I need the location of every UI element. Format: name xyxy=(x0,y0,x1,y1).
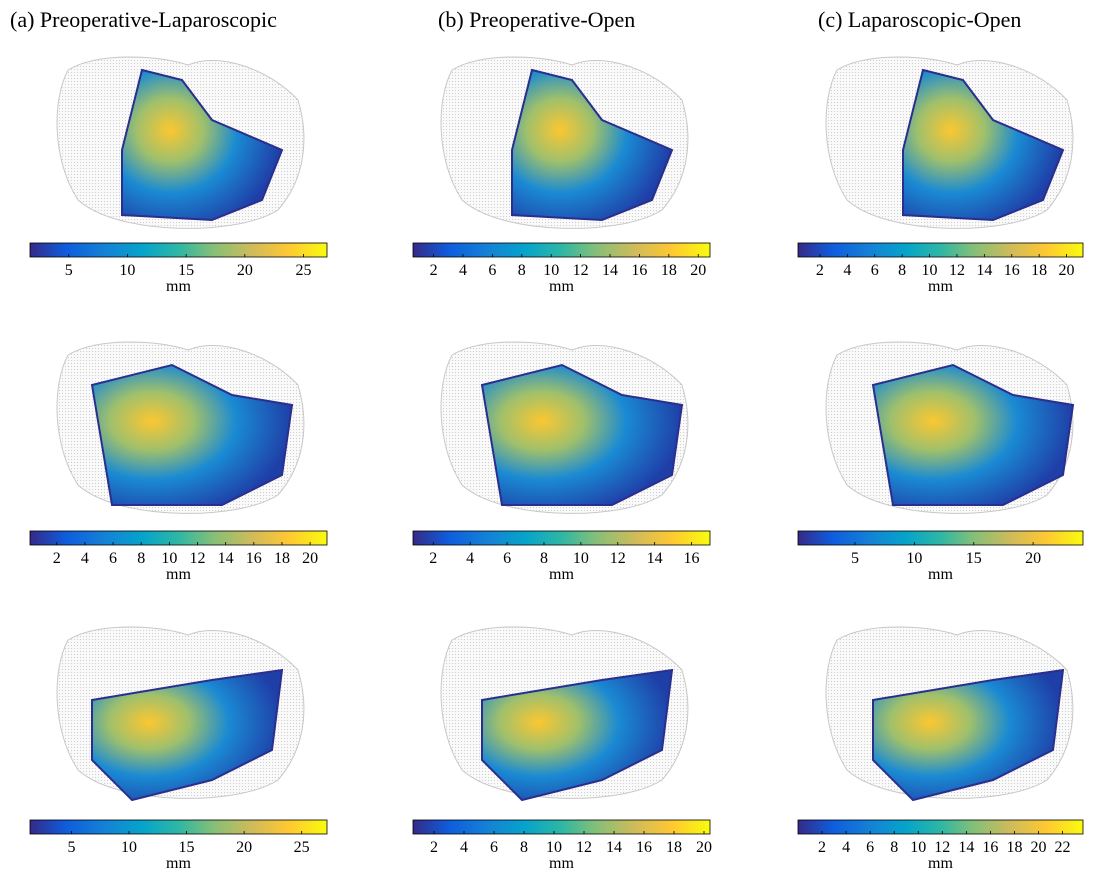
colorbar xyxy=(413,243,710,257)
tick-label: 12 xyxy=(190,550,206,567)
colorbar-label: mm xyxy=(928,855,953,872)
tick-label: 10 xyxy=(906,550,922,567)
tick-label: 12 xyxy=(934,839,950,856)
colorbar xyxy=(30,820,327,834)
tick-label: 6 xyxy=(488,262,496,279)
tick-label: 4 xyxy=(459,262,467,279)
tick-label: 16 xyxy=(246,550,262,567)
tick-label: 4 xyxy=(843,262,851,279)
tick-label: 15 xyxy=(179,839,195,856)
tick-label: 14 xyxy=(647,550,663,567)
tick-label: 14 xyxy=(218,550,234,567)
tick-label: 18 xyxy=(274,550,290,567)
tick-label: 16 xyxy=(982,839,998,856)
tick-label: 16 xyxy=(1004,262,1020,279)
tick-label: 20 xyxy=(1059,262,1075,279)
tick-label: 18 xyxy=(666,839,682,856)
tick-label: 20 xyxy=(696,839,712,856)
tick-label: 16 xyxy=(636,839,652,856)
tick-label: 6 xyxy=(866,839,874,856)
colorbar xyxy=(798,243,1083,257)
tick-label: 22 xyxy=(1055,839,1071,856)
tick-label: 2 xyxy=(816,262,824,279)
colorbar-label: mm xyxy=(549,855,574,872)
tick-label: 10 xyxy=(922,262,938,279)
column-title: (c) Laparoscopic-Open xyxy=(818,7,1021,32)
tick-label: 12 xyxy=(576,839,592,856)
tick-label: 10 xyxy=(161,550,177,567)
tick-label: 10 xyxy=(573,550,589,567)
tick-label: 14 xyxy=(602,262,618,279)
tick-label: 18 xyxy=(1031,262,1047,279)
tick-label: 4 xyxy=(466,550,474,567)
tick-label: 5 xyxy=(67,839,75,856)
colorbar-label: mm xyxy=(928,278,953,295)
tick-label: 8 xyxy=(540,550,548,567)
tick-label: 2 xyxy=(430,262,438,279)
figure: (a) Preoperative-Laparoscopic (b) Preope… xyxy=(0,0,1097,875)
colorbar-label: mm xyxy=(549,278,574,295)
tick-label: 14 xyxy=(958,839,974,856)
tick-label: 6 xyxy=(109,550,117,567)
tick-label: 12 xyxy=(949,262,965,279)
tick-label: 25 xyxy=(296,262,312,279)
tick-label: 2 xyxy=(429,550,437,567)
tick-label: 4 xyxy=(81,550,89,567)
tick-label: 20 xyxy=(1031,839,1047,856)
tick-label: 6 xyxy=(503,550,511,567)
column-title: (b) Preoperative-Open xyxy=(438,7,635,32)
colorbar xyxy=(413,820,710,834)
tick-label: 6 xyxy=(871,262,879,279)
tick-label: 5 xyxy=(851,550,859,567)
tick-label: 8 xyxy=(898,262,906,279)
colorbar-label: mm xyxy=(166,855,191,872)
tick-label: 10 xyxy=(546,839,562,856)
tick-label: 20 xyxy=(237,262,253,279)
column-title: (a) Preoperative-Laparoscopic xyxy=(10,7,277,32)
tick-label: 8 xyxy=(137,550,145,567)
tick-label: 12 xyxy=(573,262,589,279)
tick-label: 10 xyxy=(910,839,926,856)
tick-label: 20 xyxy=(236,839,252,856)
colorbar xyxy=(30,531,327,545)
colorbar-label: mm xyxy=(166,566,191,583)
colorbar xyxy=(413,531,710,545)
tick-label: 4 xyxy=(460,839,468,856)
tick-label: 8 xyxy=(520,839,528,856)
tick-label: 2 xyxy=(430,839,438,856)
tick-label: 12 xyxy=(610,550,626,567)
tick-label: 8 xyxy=(518,262,526,279)
tick-label: 10 xyxy=(543,262,559,279)
tick-label: 8 xyxy=(890,839,898,856)
colorbar xyxy=(30,243,327,257)
colorbar-label: mm xyxy=(166,278,191,295)
tick-label: 4 xyxy=(842,839,850,856)
tick-label: 2 xyxy=(818,839,826,856)
tick-label: 5 xyxy=(65,262,73,279)
colorbar xyxy=(798,820,1083,834)
tick-label: 10 xyxy=(119,262,135,279)
tick-label: 20 xyxy=(690,262,706,279)
tick-label: 6 xyxy=(490,839,498,856)
tick-label: 18 xyxy=(1006,839,1022,856)
tick-label: 25 xyxy=(294,839,310,856)
colorbar-label: mm xyxy=(928,566,953,583)
tick-label: 18 xyxy=(661,262,677,279)
tick-label: 14 xyxy=(606,839,622,856)
colorbar-label: mm xyxy=(549,566,574,583)
colorbar xyxy=(798,531,1083,545)
tick-label: 15 xyxy=(178,262,194,279)
tick-label: 20 xyxy=(1025,550,1041,567)
tick-label: 20 xyxy=(302,550,318,567)
tick-label: 2 xyxy=(53,550,61,567)
tick-label: 10 xyxy=(121,839,137,856)
tick-label: 14 xyxy=(976,262,992,279)
tick-label: 16 xyxy=(631,262,647,279)
tick-label: 15 xyxy=(966,550,982,567)
tick-label: 16 xyxy=(684,550,700,567)
